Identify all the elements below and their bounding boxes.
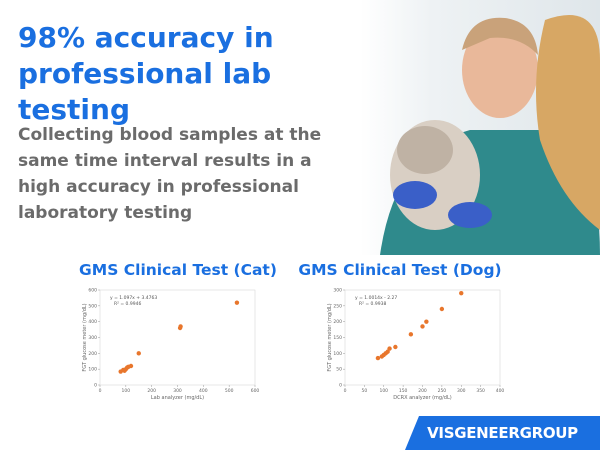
y-tick-label: 100 xyxy=(333,351,342,357)
point xyxy=(439,306,445,312)
x-tick-label: 200 xyxy=(418,388,427,394)
y-tick-label: 250 xyxy=(333,303,342,309)
point xyxy=(408,332,414,337)
body-text: Collecting blood samples at the same tim… xyxy=(18,125,322,223)
x-tick-label: 0 xyxy=(344,388,347,394)
x-tick-label: 300 xyxy=(457,388,466,394)
y-tick-label: 500 xyxy=(88,303,97,309)
point xyxy=(385,349,390,354)
y-tick-label: 100 xyxy=(88,367,97,373)
y-tick-label: 50 xyxy=(336,367,342,373)
y-tick-label: 300 xyxy=(88,335,97,341)
y-tick-label: 600 xyxy=(88,288,97,294)
x-tick-label: 300 xyxy=(173,388,182,394)
y-axis-label: FGT glucose meter (mg/dL) xyxy=(82,303,88,371)
r-squared: R² = 0.9946 xyxy=(114,301,141,307)
point xyxy=(128,363,134,369)
x-tick-label: 150 xyxy=(399,388,408,394)
point xyxy=(387,346,392,351)
point xyxy=(424,319,429,324)
point xyxy=(136,351,141,356)
x-tick-label: 100 xyxy=(122,388,131,394)
x-axis-label: DCRX analyzer (mg/dL) xyxy=(393,395,451,401)
point xyxy=(375,355,381,361)
charts: GMS Clinical Test (Cat)0 100 200 300 400 500 6… xyxy=(79,261,504,401)
point xyxy=(459,290,464,296)
x-tick-label: 600 xyxy=(251,388,260,394)
y-tick-label: 400 xyxy=(88,319,97,325)
footer-brand: VISGENEERGROUP xyxy=(405,416,600,450)
x-tick-label: 350 xyxy=(476,388,485,394)
chart-title: GMS Clinical Test (Dog) xyxy=(298,261,501,279)
x-tick-label: 400 xyxy=(199,388,208,394)
y-tick-label: 300 xyxy=(333,288,342,294)
y-tick-label: 200 xyxy=(88,351,97,357)
x-tick-label: 500 xyxy=(225,388,234,394)
x-tick-label: 400 xyxy=(496,388,505,394)
x-axis-label: Lab analyzer (mg/dL) xyxy=(151,395,204,401)
y-tick-label: 150 xyxy=(333,335,342,341)
y-axis-label: FGT glucose meter (mg/dL) xyxy=(327,303,333,371)
point xyxy=(393,344,398,350)
point xyxy=(420,324,425,329)
headline: 98% accuracy in professional lab testing xyxy=(18,21,274,126)
point xyxy=(234,300,240,305)
point xyxy=(178,324,183,329)
y-tick-label: 0 xyxy=(339,383,342,389)
equation: y = 1.097x + 3.4763 xyxy=(110,295,157,301)
x-tick-label: 50 xyxy=(362,388,368,394)
x-tick-label: 0 xyxy=(99,388,102,394)
x-tick-label: 200 xyxy=(147,388,156,394)
y-tick-label: 200 xyxy=(333,319,342,325)
x-tick-label: 100 xyxy=(379,388,388,394)
photo xyxy=(360,0,600,255)
y-tick-label: 0 xyxy=(94,383,97,389)
equation: y = 1.0014x - 2.27 xyxy=(355,295,397,301)
r-squared: R² = 0.9938 xyxy=(359,301,386,307)
x-tick-label: 250 xyxy=(438,388,447,394)
chart-title: GMS Clinical Test (Cat) xyxy=(79,261,277,279)
